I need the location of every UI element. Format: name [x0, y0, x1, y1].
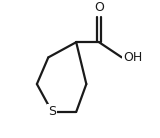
Text: O: O: [94, 1, 104, 14]
Text: S: S: [48, 105, 56, 118]
Text: OH: OH: [123, 51, 142, 64]
